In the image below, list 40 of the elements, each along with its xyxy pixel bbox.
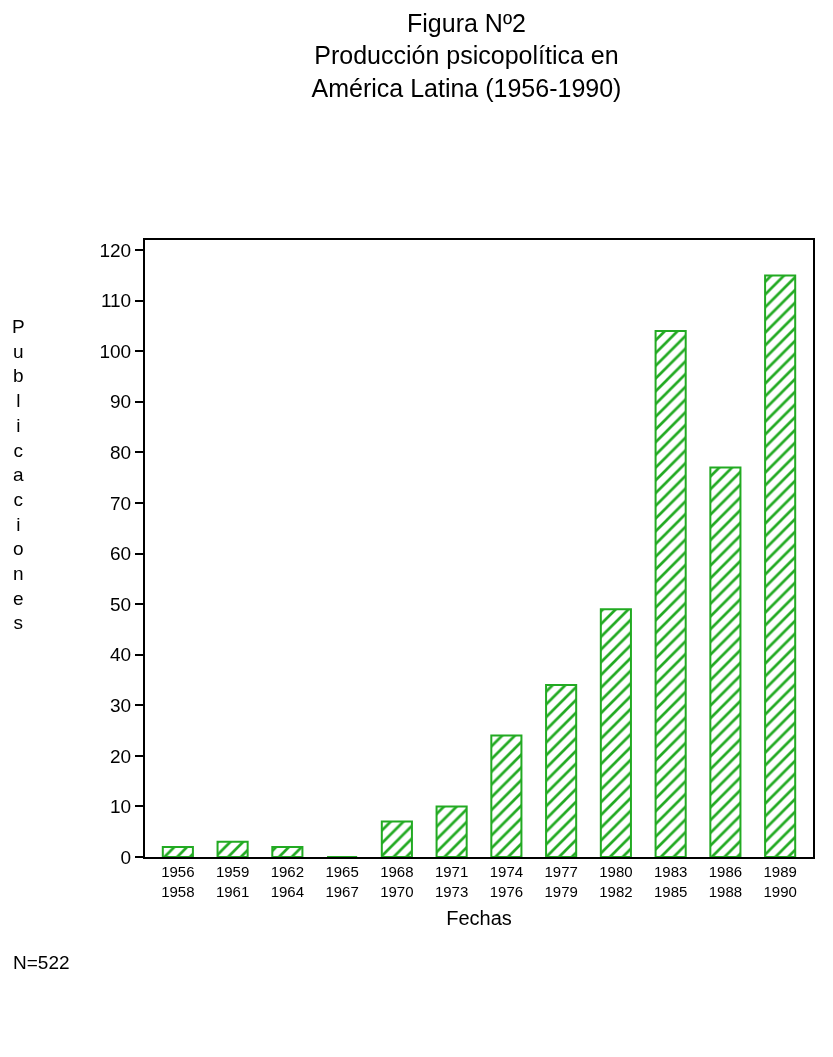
x-tick-label: 1959 1961 (215, 863, 250, 900)
bar (490, 734, 523, 857)
y-tick-label: 70 (110, 492, 132, 514)
y-tick-label: 110 (100, 290, 132, 312)
y-tick-label: 90 (110, 391, 132, 413)
bar (216, 840, 249, 857)
x-tick-label: 1977 1979 (544, 863, 578, 900)
bar (271, 845, 304, 857)
bar (545, 684, 578, 857)
x-tick-label: 1956 1958 (161, 863, 195, 900)
y-tick-label: 30 (110, 694, 132, 716)
text: N=522 (13, 952, 70, 973)
y-tick-label: 40 (110, 644, 132, 666)
text: Publicaciones (12, 316, 25, 634)
y-tick-label: 0 (120, 846, 132, 868)
x-tick-label: 1980 1982 (599, 863, 633, 900)
x-tick-label: 1968 1970 (380, 863, 414, 900)
y-tick-label: 60 (110, 543, 132, 565)
bar (380, 820, 413, 857)
y-tick-label: 120 (99, 239, 132, 261)
x-tick-label: 1986 1988 (708, 863, 743, 900)
y-tick-label: 100 (99, 340, 132, 362)
chart-title: Figura Nº2 Producción psicopolítica en América Latina (1956-1990) (311, 8, 622, 102)
x-tick-label: 1974 1976 (489, 863, 524, 900)
bar (599, 608, 632, 857)
bar (161, 845, 194, 857)
y-tick-label: 80 (110, 442, 132, 464)
x-tick-label: 1962 1964 (270, 863, 305, 900)
x-tick-label: 1983 1985 (653, 863, 688, 900)
x-tick-label: 1989 1990 (763, 863, 797, 900)
y-tick-label: 50 (110, 593, 132, 615)
bar (764, 274, 797, 857)
bar (435, 805, 468, 857)
x-axis-title: Fechas (446, 906, 512, 929)
y-tick-label: 20 (110, 745, 132, 767)
x-tick-label: 1971 1973 (434, 863, 469, 900)
bar (709, 466, 742, 857)
bar (654, 330, 687, 857)
y-tick-label: 10 (110, 796, 132, 818)
x-tick-label: 1965 1967 (325, 863, 359, 900)
